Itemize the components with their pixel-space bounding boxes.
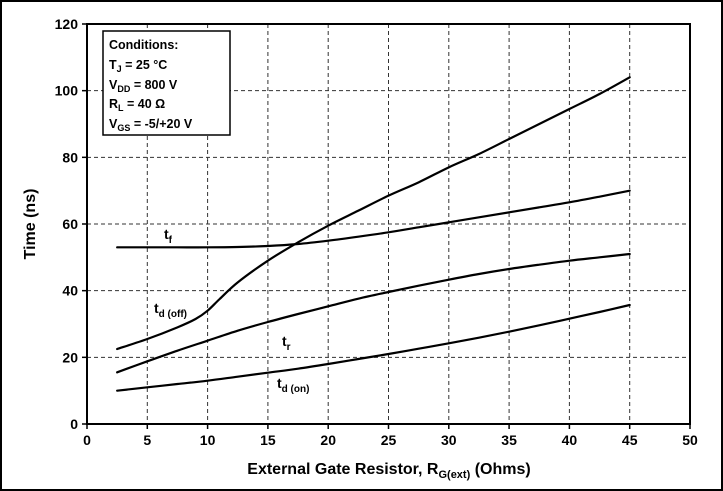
series-layer bbox=[116, 76, 631, 392]
conditions-title: Conditions: bbox=[109, 38, 178, 52]
x-tick-label: 10 bbox=[200, 432, 216, 448]
x-tick-label: 50 bbox=[682, 432, 698, 448]
x-tick-label: 30 bbox=[441, 432, 457, 448]
x-tick-label: 0 bbox=[83, 432, 91, 448]
label-tr: tr bbox=[282, 333, 291, 353]
label-td-off: td (off) bbox=[154, 300, 187, 320]
condition-vdd: VDD = 800 V bbox=[109, 78, 178, 94]
series-line-t-f bbox=[116, 189, 631, 249]
x-axis-title: External Gate Resistor, RG(ext) (Ohms) bbox=[247, 461, 530, 481]
series-line-t-d-on bbox=[116, 303, 631, 392]
y-tick-label: 0 bbox=[70, 416, 78, 432]
y-axis-title: Time (ns) bbox=[22, 189, 39, 260]
condition-tj: TJ = 25 °C bbox=[109, 58, 167, 74]
x-tick-label: 25 bbox=[381, 432, 397, 448]
x-tick-label: 15 bbox=[260, 432, 276, 448]
conditions-box-border bbox=[102, 30, 231, 136]
y-tick-label: 80 bbox=[62, 149, 78, 165]
condition-rl: RL = 40 Ω bbox=[109, 97, 165, 113]
y-tick-label: 100 bbox=[55, 83, 79, 99]
series-line-t-r bbox=[116, 252, 631, 374]
x-tick-label: 35 bbox=[501, 432, 517, 448]
x-tick-label: 20 bbox=[320, 432, 336, 448]
tick-layer: 0 5 10 15 20 25 30 35 40 45 50 0 20 40 60 80 100 120 bbox=[55, 16, 698, 448]
label-tf: tf bbox=[164, 226, 173, 246]
conditions-box: Conditions: TJ = 25 °C VDD = 800 V RL = … bbox=[102, 30, 231, 136]
y-tick-label: 120 bbox=[55, 16, 79, 32]
x-tick-label: 5 bbox=[143, 432, 151, 448]
x-tick-label: 40 bbox=[562, 432, 578, 448]
y-tick-label: 20 bbox=[62, 349, 78, 365]
label-td-on: td (on) bbox=[277, 375, 309, 395]
series-line-t-d-off bbox=[116, 76, 631, 351]
x-tick-label: 45 bbox=[622, 432, 638, 448]
condition-vgs: VGS = -5/+20 V bbox=[109, 117, 193, 133]
y-tick-label: 40 bbox=[62, 283, 78, 299]
y-tick-label: 60 bbox=[62, 216, 78, 232]
